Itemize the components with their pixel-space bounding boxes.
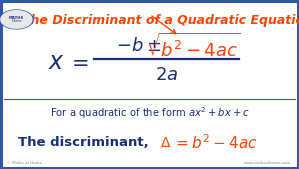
- Text: $-b \pm$: $-b \pm$: [117, 38, 161, 55]
- Text: $\sqrt{b^2-4ac}$: $\sqrt{b^2-4ac}$: [146, 32, 240, 61]
- Text: $\mathit{x}$: $\mathit{x}$: [48, 50, 65, 74]
- Text: $2a$: $2a$: [155, 66, 179, 84]
- Text: For a quadratic of the form $ax^2 + bx + c$: For a quadratic of the form $ax^2 + bx +…: [50, 105, 249, 121]
- Text: The discriminant,: The discriminant,: [18, 136, 153, 149]
- Text: The Discriminant of a Quadratic Equation: The Discriminant of a Quadratic Equation: [22, 14, 299, 27]
- Text: © Maths at Home: © Maths at Home: [7, 161, 42, 165]
- Text: $= b^2 - 4ac$: $= b^2 - 4ac$: [173, 134, 257, 152]
- Text: $=$: $=$: [67, 52, 89, 72]
- Circle shape: [0, 10, 33, 29]
- Text: www.mathsathome.com: www.mathsathome.com: [244, 161, 292, 165]
- Text: $\Delta$: $\Delta$: [160, 136, 171, 150]
- Circle shape: [1, 11, 32, 28]
- Text: Home: Home: [11, 19, 22, 23]
- Text: MATHS: MATHS: [9, 16, 24, 20]
